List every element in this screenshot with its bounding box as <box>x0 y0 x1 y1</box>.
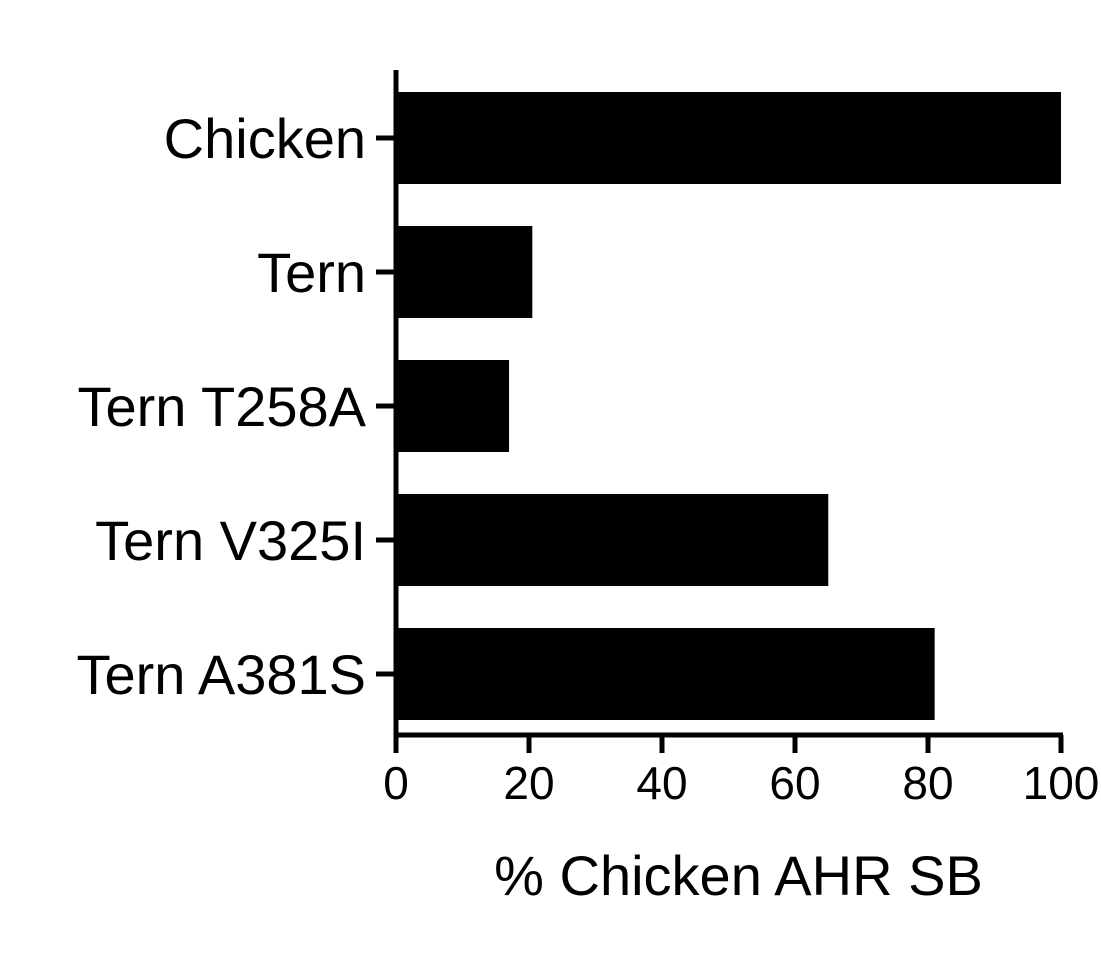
bar <box>396 360 510 452</box>
bars-group <box>396 92 1061 720</box>
x-tick-label: 40 <box>636 757 687 809</box>
x-axis: 0 20 40 60 80 100 <box>383 732 1100 809</box>
x-tick-label: 60 <box>769 757 820 809</box>
category-label: Tern <box>257 241 366 304</box>
bar <box>396 494 829 586</box>
x-axis-title: % Chicken AHR SB <box>494 844 983 907</box>
category-label: Tern T258A <box>78 375 367 438</box>
x-tick-label: 80 <box>902 757 953 809</box>
y-axis: Chicken Tern Tern T258A Tern V325I Tern A381… <box>76 70 399 735</box>
category-label: Tern A381S <box>76 643 366 706</box>
category-label: Chicken <box>164 107 366 170</box>
bar <box>396 92 1061 184</box>
x-tick-label: 20 <box>503 757 554 809</box>
category-label: Tern V325I <box>95 509 366 572</box>
x-tick-label: 100 <box>1023 757 1100 809</box>
bar <box>396 628 935 720</box>
bar <box>396 226 533 318</box>
x-tick-label: 0 <box>383 757 409 809</box>
